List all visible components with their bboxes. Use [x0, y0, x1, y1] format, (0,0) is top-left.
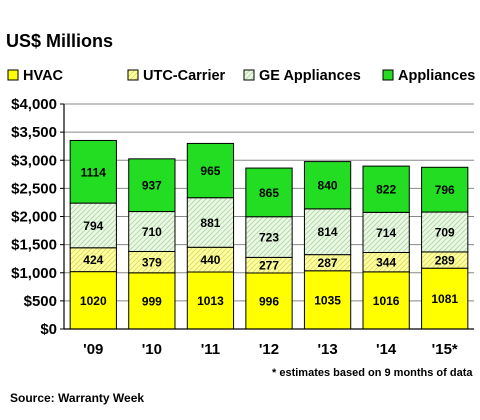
data-label: 814 [318, 225, 338, 239]
legend-label: HVAC [23, 68, 64, 84]
x-axis-ticks: '09 '10 '11 '12 '13 '14 '15* [83, 341, 458, 358]
bar-segment-appliances [128, 158, 176, 213]
data-label: 714 [376, 226, 396, 240]
data-label: 723 [259, 231, 279, 245]
y-axis-ticks: $0 $500 $1,000 $1,500 $2,000 $2,500 $3,000 $3,5… [11, 96, 64, 338]
footnote: * estimates based on 9 months of data [272, 367, 473, 379]
bar-segment-ge-appliances [421, 211, 469, 253]
bar-segment-ge-appliances [186, 197, 235, 248]
legend-swatch-hvac [7, 69, 19, 81]
bar-segment-appliances [186, 142, 235, 199]
data-label: 881 [200, 216, 220, 230]
legend: HVAC UTC-Carrier GE Appliances Appliances [7, 68, 475, 84]
legend-label: Appliances [398, 68, 475, 84]
bars: 1020 424 794 1114 999 379 710 937 1013 440 881 965 9… [69, 139, 469, 330]
axes [63, 104, 474, 330]
legend-label: GE Appliances [259, 68, 361, 84]
data-label: 1081 [431, 292, 458, 306]
bar-segment-appliances [303, 161, 352, 210]
data-label: 344 [376, 256, 396, 270]
data-label: 822 [376, 183, 396, 197]
data-label: 840 [318, 179, 338, 193]
bar-segment-appliances [245, 167, 293, 218]
data-label: 965 [200, 164, 220, 178]
data-label: 440 [200, 253, 220, 267]
x-tick-label: '13 [317, 341, 337, 358]
data-label: 1035 [314, 293, 341, 307]
bar-segment-utc-carrier [186, 246, 235, 273]
bar-segment-ge-appliances [245, 216, 293, 258]
x-tick-label: '10 [142, 341, 162, 358]
x-tick-label: '12 [259, 341, 279, 358]
y-tick-label: $3,500 [11, 124, 57, 141]
data-label: 996 [259, 294, 279, 308]
data-label: 710 [142, 225, 162, 239]
bar-segment-ge-appliances [303, 208, 352, 256]
bar-segment-hvac [186, 271, 235, 330]
data-label: 1013 [197, 294, 224, 308]
data-label: 379 [142, 256, 162, 270]
y-tick-label: $4,000 [11, 96, 57, 113]
y-tick-label: $1,500 [11, 237, 57, 254]
data-label: 796 [435, 183, 455, 197]
x-tick-label: '09 [83, 341, 103, 358]
data-label: 287 [318, 256, 338, 270]
legend-swatch-utc-carrier [127, 69, 139, 81]
data-label: 277 [259, 259, 279, 273]
bar-segment-ge-appliances [69, 202, 117, 249]
y-tick-label: $3,000 [11, 152, 57, 169]
data-label: 1020 [80, 294, 107, 308]
legend-swatch-appliances [382, 69, 394, 81]
bar-segment-appliances [362, 165, 410, 213]
bar-segment-appliances [69, 139, 117, 204]
source-note: Source: Warranty Week [10, 391, 144, 405]
x-tick-label: '11 [201, 341, 220, 358]
bar-segment-ge-appliances [362, 211, 410, 253]
data-label: 937 [142, 179, 162, 193]
legend-swatch-ge-appliances [243, 69, 255, 81]
data-label: 794 [83, 219, 103, 233]
y-tick-label: $2,000 [11, 209, 57, 226]
data-label: 1016 [373, 294, 400, 308]
y-tick-label: $2,500 [11, 180, 57, 197]
x-tick-label: '14 [376, 341, 397, 358]
chart-title: US$ Millions [6, 31, 113, 51]
data-label: 865 [259, 186, 279, 200]
data-label: 289 [435, 254, 455, 268]
data-label: 999 [142, 294, 162, 308]
y-tick-label: $1,000 [11, 265, 57, 282]
y-tick-label: $0 [40, 321, 57, 338]
data-label: 1114 [81, 165, 107, 179]
data-label: 424 [83, 253, 103, 267]
x-tick-label: '15* [432, 341, 458, 358]
legend-label: UTC-Carrier [143, 68, 226, 84]
bar-segment-appliances [421, 166, 469, 213]
y-tick-label: $500 [24, 293, 57, 310]
data-label: 709 [435, 225, 455, 239]
